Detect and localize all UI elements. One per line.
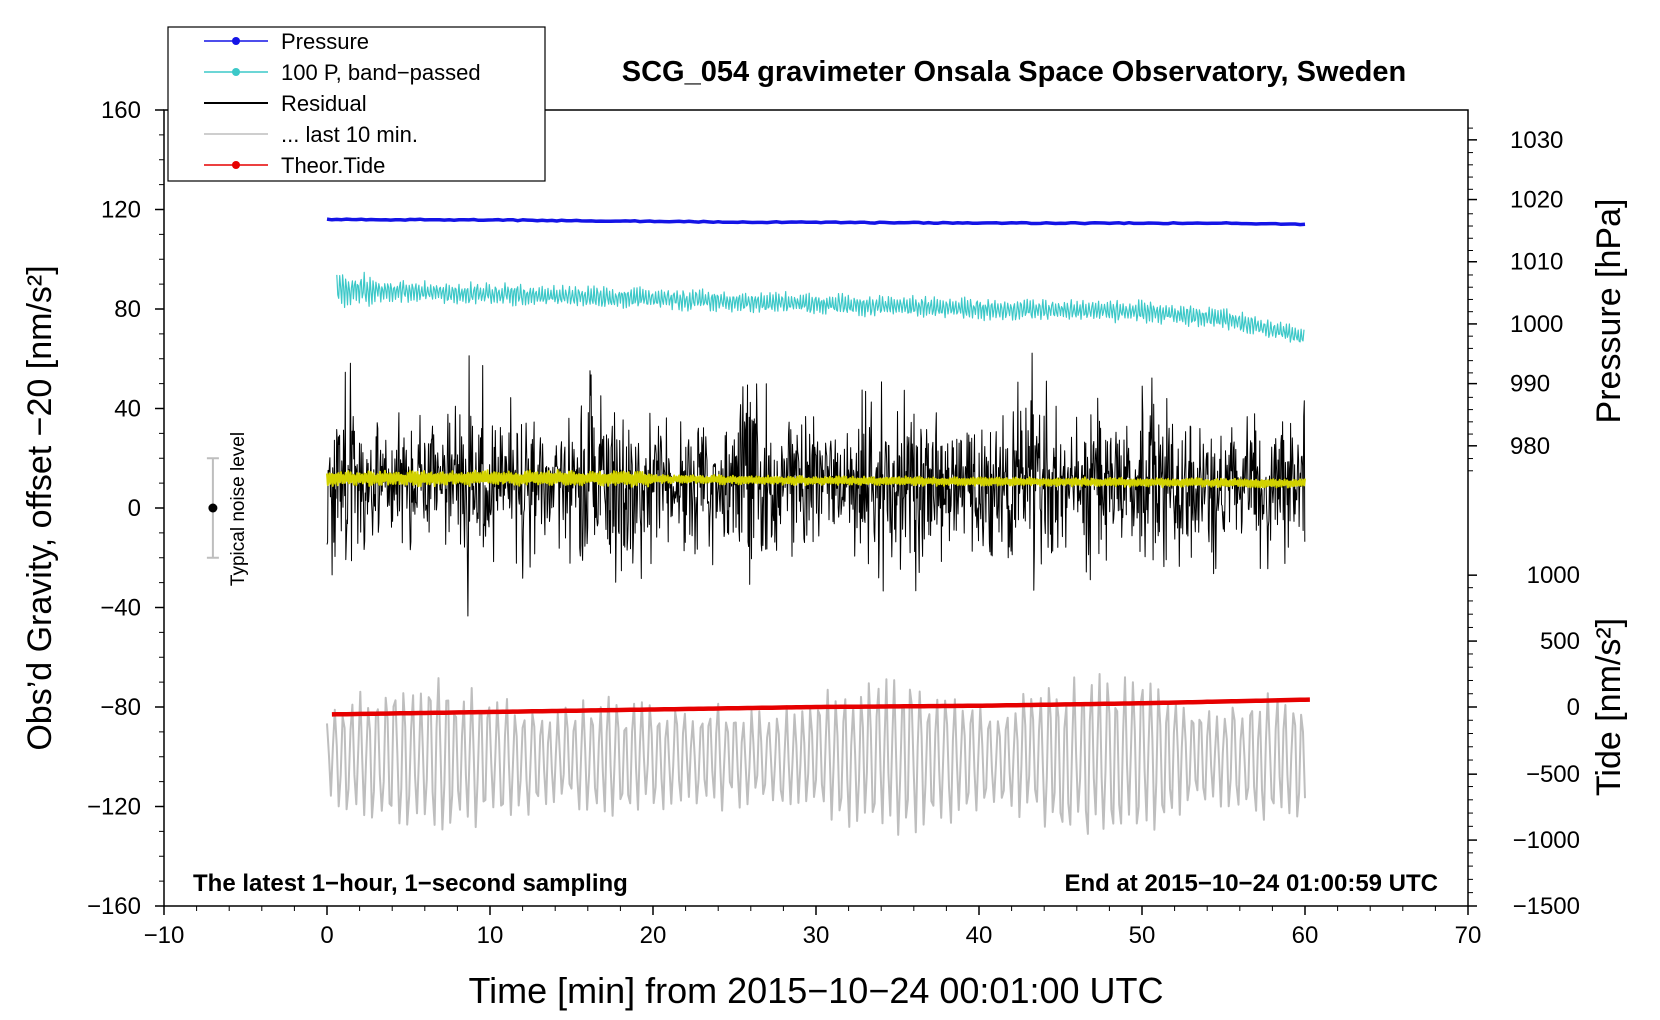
x-tick-label: 40 bbox=[966, 922, 993, 949]
y-tick-label: 0 bbox=[128, 495, 141, 522]
x-tick-label: −10 bbox=[144, 922, 185, 949]
x-tick-label: 10 bbox=[477, 922, 504, 949]
y-tick-label: 160 bbox=[101, 97, 141, 124]
legend-marker bbox=[232, 68, 240, 76]
annotation-bottom-right: End at 2015−10−24 01:00:59 UTC bbox=[1064, 870, 1438, 897]
y-axis-label-left: Obs’d Gravity, offset −20 [nm/s²] bbox=[21, 265, 59, 750]
x-tick-label: 60 bbox=[1292, 922, 1319, 949]
pressure-tick-label: 980 bbox=[1510, 433, 1550, 460]
x-tick-label: 0 bbox=[320, 922, 333, 949]
y-tick-label: 80 bbox=[114, 296, 141, 323]
pressure-tick-label: 1020 bbox=[1510, 187, 1563, 214]
y-tick-label: −160 bbox=[87, 893, 141, 920]
legend-label: 100 P, band−passed bbox=[281, 60, 481, 85]
legend: Pressure 100 P, band−passed Residual ... la… bbox=[167, 26, 546, 182]
tide-tick-label: −500 bbox=[1526, 761, 1580, 788]
tide-tick-label: −1000 bbox=[1513, 827, 1580, 854]
legend-label: ... last 10 min. bbox=[281, 122, 418, 147]
noise-bar-label: Typical noise level bbox=[228, 432, 249, 586]
y-axis-label-pressure: Pressure [hPa] bbox=[1590, 199, 1628, 424]
legend-label: Residual bbox=[281, 91, 367, 116]
series-pressure bbox=[326, 217, 1306, 227]
y-tick-label: −120 bbox=[87, 794, 141, 821]
pressure-tick-label: 1000 bbox=[1510, 311, 1563, 338]
series-pressure-bandpassed bbox=[336, 271, 1305, 343]
tide-tick-label: 1000 bbox=[1527, 562, 1580, 589]
noise-bar-center bbox=[208, 503, 218, 513]
y-axis-label-tide: Tide [nm/s²] bbox=[1590, 618, 1628, 796]
legend-marker bbox=[232, 37, 240, 45]
y-tick-label: −80 bbox=[100, 694, 141, 721]
y-tick-label: −40 bbox=[100, 595, 141, 622]
axis-layer: −10 0 10 20 30 40 50 60 7016012080400−40−80−120−… bbox=[87, 97, 1580, 949]
series-residual bbox=[326, 352, 1306, 617]
x-tick-label: 20 bbox=[640, 922, 667, 949]
series-residual-lowpass bbox=[326, 469, 1306, 489]
pressure-tick-label: 1030 bbox=[1510, 127, 1563, 154]
x-axis-label: Time [min] from 2015−10−24 00:01:00 UTC bbox=[468, 970, 1163, 1011]
annotation-bottom-left: The latest 1−hour, 1−second sampling bbox=[193, 870, 628, 897]
chart-title: SCG_054 gravimeter Onsala Space Observat… bbox=[622, 56, 1406, 88]
legend-label: Pressure bbox=[281, 29, 369, 54]
x-tick-label: 70 bbox=[1455, 922, 1482, 949]
tide-tick-label: 500 bbox=[1540, 628, 1580, 655]
y-tick-label: 40 bbox=[114, 396, 141, 423]
pressure-tick-label: 1010 bbox=[1510, 249, 1563, 276]
series-last-10-min bbox=[326, 673, 1306, 836]
pressure-tick-label: 990 bbox=[1510, 371, 1550, 398]
y-tick-label: 120 bbox=[101, 197, 141, 224]
x-tick-label: 30 bbox=[803, 922, 830, 949]
series-theoretical-tide bbox=[331, 697, 1310, 717]
x-tick-label: 50 bbox=[1129, 922, 1156, 949]
legend-marker bbox=[232, 161, 240, 169]
legend-label: Theor.Tide bbox=[281, 153, 385, 178]
series-layer bbox=[206, 217, 1310, 836]
tide-tick-label: −1500 bbox=[1513, 893, 1580, 920]
tide-tick-label: 0 bbox=[1567, 694, 1580, 721]
